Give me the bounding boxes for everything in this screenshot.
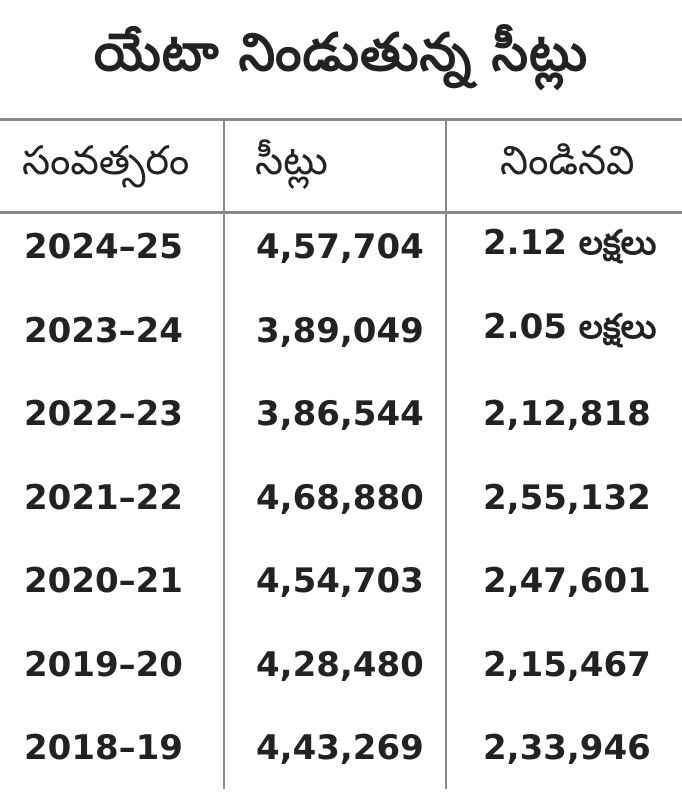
cell-seats: 4,68,880 <box>256 477 424 518</box>
cell-seats: 4,57,704 <box>256 227 424 267</box>
cell-seats: 3,89,049 <box>256 310 424 351</box>
cell-filled: 2.05 లక్షలు <box>483 306 657 347</box>
cell-year: 2023–24 <box>24 310 183 351</box>
header-divider <box>0 211 682 214</box>
cell-filled: 2,15,467 <box>483 644 651 685</box>
cell-year: 2024–25 <box>24 227 183 267</box>
table-row: 2022–23 3,86,544 2,12,818 <box>0 381 682 465</box>
cell-year: 2021–22 <box>24 477 183 518</box>
cell-filled: 2.12 లక్షలు <box>483 223 657 263</box>
cell-filled: 2,47,601 <box>483 561 651 601</box>
table-body: 2024–25 4,57,704 2.12 లక్షలు 2023–24 3,8… <box>0 214 682 799</box>
table-header-row: సంవత్సరం సీట్లు నిండినవి <box>0 121 682 211</box>
cell-filled: 2,55,132 <box>483 477 651 518</box>
table-row: 2018–19 4,43,269 2,33,946 <box>0 715 682 799</box>
table-row: 2021–22 4,68,880 2,55,132 <box>0 465 682 549</box>
header-filled: నిండినవి <box>500 138 635 184</box>
table-row: 2019–20 4,28,480 2,15,467 <box>0 632 682 716</box>
column-divider-2 <box>445 121 447 789</box>
cell-year: 2022–23 <box>24 394 183 434</box>
table-title: యేటా నిండుతున్న సీట్లు <box>93 22 589 83</box>
table-row: 2024–25 4,57,704 2.12 లక్షలు <box>0 214 682 298</box>
title-divider <box>0 118 682 121</box>
cell-year: 2020–21 <box>24 561 183 601</box>
cell-seats: 4,28,480 <box>256 644 424 685</box>
table-row: 2023–24 3,89,049 2.05 లక్షలు <box>0 298 682 382</box>
cell-seats: 4,54,703 <box>256 561 424 601</box>
cell-year: 2019–20 <box>24 644 183 685</box>
header-year: సంవత్సరం <box>22 138 190 184</box>
cell-seats: 4,43,269 <box>256 728 424 768</box>
table-row: 2020–21 4,54,703 2,47,601 <box>0 548 682 632</box>
header-seats: సీట్లు <box>255 138 328 184</box>
column-divider-1 <box>223 121 225 789</box>
cell-filled: 2,33,946 <box>483 728 651 768</box>
cell-seats: 3,86,544 <box>256 394 424 434</box>
cell-filled: 2,12,818 <box>483 394 651 434</box>
cell-year: 2018–19 <box>24 728 183 768</box>
